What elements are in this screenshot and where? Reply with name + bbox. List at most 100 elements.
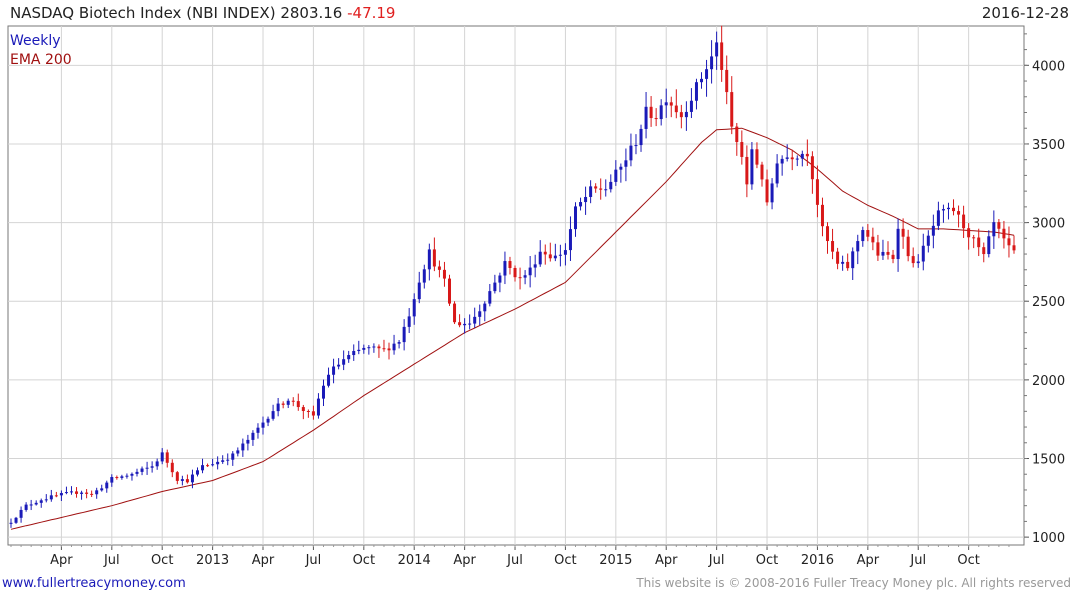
candle-body — [276, 403, 280, 412]
candle — [962, 205, 966, 238]
candle — [755, 142, 759, 169]
candles — [9, 25, 1016, 528]
candle — [175, 471, 179, 485]
candle-body — [785, 157, 789, 159]
x-tick-label: 2016 — [801, 553, 834, 568]
candle — [392, 334, 396, 355]
candle — [957, 205, 961, 228]
candle-body — [211, 464, 215, 466]
candle-body — [150, 466, 154, 468]
candle-body — [876, 242, 880, 256]
candle — [251, 430, 255, 446]
candle — [306, 409, 310, 418]
candle-body — [352, 351, 356, 356]
candle-body — [851, 251, 855, 269]
candle — [422, 264, 426, 289]
candle-body — [548, 254, 552, 259]
candle-body — [710, 56, 714, 70]
candle — [861, 226, 865, 247]
candle-body — [95, 490, 99, 495]
candle — [19, 506, 23, 523]
candle — [659, 99, 663, 126]
candle — [271, 404, 275, 421]
y-tick-label: 1500 — [1032, 453, 1065, 468]
candle-body — [241, 443, 245, 451]
candle — [992, 210, 996, 249]
candle-body — [740, 142, 744, 157]
candle — [412, 293, 416, 325]
candle — [574, 202, 578, 237]
y-tick-label: 3000 — [1032, 217, 1065, 232]
candle — [1007, 226, 1011, 258]
candle — [367, 345, 371, 355]
candle-body — [251, 432, 255, 440]
candle-body — [755, 149, 759, 165]
candle-body — [790, 157, 794, 160]
x-tick-label: Jul — [103, 553, 120, 568]
x-tick-label: Oct — [957, 553, 979, 568]
candle — [150, 461, 154, 473]
candle-body — [558, 254, 562, 256]
candle — [231, 451, 235, 466]
candle-body — [896, 228, 900, 260]
candle-body — [458, 322, 462, 326]
candle — [725, 55, 729, 105]
candle — [165, 449, 169, 468]
candle-body — [967, 228, 971, 238]
candle-body — [584, 196, 588, 203]
candle-body — [805, 153, 809, 157]
candle-body — [49, 495, 53, 500]
candle — [639, 124, 643, 152]
candle — [185, 474, 189, 484]
grid-lines — [8, 26, 1024, 545]
candle-body — [90, 493, 94, 495]
candle-body — [1002, 228, 1006, 239]
candle — [85, 489, 89, 499]
candle — [337, 358, 341, 370]
candle — [533, 254, 537, 278]
candle — [936, 201, 940, 231]
candle-body — [720, 42, 724, 70]
candle-body — [533, 264, 537, 268]
candle — [664, 88, 668, 118]
x-tick-label: Apr — [50, 553, 73, 568]
candle — [720, 25, 724, 82]
candle — [241, 438, 245, 457]
candle — [669, 96, 673, 118]
candle-body — [856, 241, 860, 252]
candle-body — [750, 149, 754, 185]
candle-body — [377, 346, 381, 349]
candle — [498, 272, 502, 293]
candle-body — [271, 411, 275, 419]
candle-body — [589, 186, 593, 197]
candle-body — [291, 400, 295, 402]
candle-body — [216, 461, 220, 465]
candle — [95, 487, 99, 499]
candle — [694, 78, 698, 110]
website-link[interactable]: www.fullertreacymoney.com — [2, 576, 186, 591]
candle-body — [563, 250, 567, 255]
candle-body — [442, 269, 446, 279]
candle-body — [140, 468, 144, 472]
candle-body — [160, 452, 164, 462]
candle-body — [301, 407, 305, 411]
x-tick-label: Apr — [655, 553, 678, 568]
candle-body — [120, 476, 124, 478]
candle-body — [463, 323, 467, 326]
candle — [261, 416, 265, 435]
candle — [558, 244, 562, 267]
candle — [54, 491, 58, 498]
candle — [69, 486, 73, 495]
x-tick-label: 2015 — [599, 553, 632, 568]
candle-body — [447, 278, 451, 304]
candle — [856, 234, 860, 265]
candle-body — [362, 347, 366, 350]
candle-body — [831, 241, 835, 252]
candle — [377, 344, 381, 358]
candle-body — [296, 401, 300, 408]
candle — [523, 270, 527, 285]
candle-body — [952, 207, 956, 212]
candle — [805, 139, 809, 166]
candle — [815, 165, 819, 218]
candle-body — [568, 229, 572, 251]
